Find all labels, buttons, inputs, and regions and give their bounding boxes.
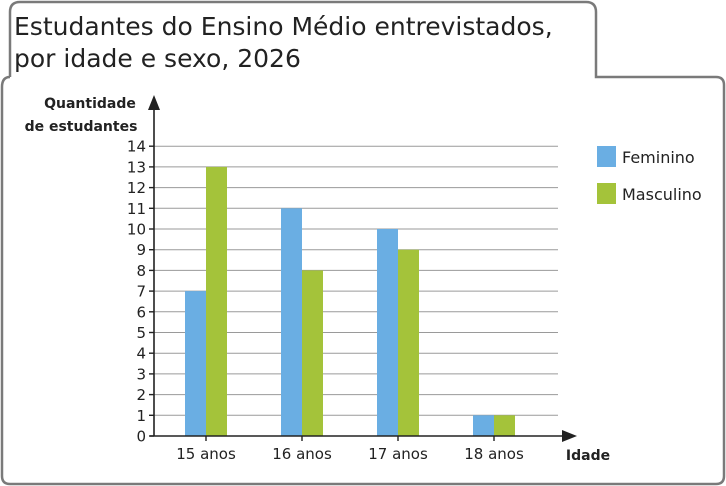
bar-masculino-2 — [398, 249, 419, 436]
bars — [185, 166, 515, 436]
x-category-label: 16 anos — [272, 445, 332, 463]
x-category-label: 17 anos — [368, 445, 428, 463]
y-tick-label: 1 — [136, 407, 146, 425]
y-tick-label: 3 — [136, 365, 146, 383]
legend: Feminino Masculino — [597, 146, 702, 204]
bar-masculino-1 — [302, 270, 323, 436]
x-axis-title: Idade — [566, 448, 610, 464]
bar-feminino-1 — [281, 208, 302, 436]
x-category-label: 18 anos — [464, 445, 524, 463]
y-tick-label: 7 — [136, 283, 146, 301]
y-tick-label: 2 — [136, 386, 146, 404]
y-tick-label: 9 — [136, 241, 146, 259]
y-tick-label: 0 — [136, 428, 146, 446]
y-tick-label: 11 — [127, 200, 146, 218]
bar-masculino-3 — [494, 415, 515, 436]
chart-title-line-2: por idade e sexo, 2026 — [14, 44, 301, 73]
bar-feminino-0 — [185, 291, 206, 436]
chart-title-line-1: Estudantes do Ensino Médio entrevistados… — [14, 12, 553, 41]
y-tick-label: 12 — [127, 179, 146, 197]
y-tick-label: 8 — [136, 262, 146, 280]
legend-swatch-feminino — [597, 146, 616, 167]
x-categories: 15 anos 16 anos 17 anos 18 anos — [176, 436, 524, 463]
legend-swatch-masculino — [597, 183, 616, 204]
x-category-label: 15 anos — [176, 445, 236, 463]
y-tick-label: 14 — [127, 138, 146, 156]
legend-label-feminino: Feminino — [622, 148, 695, 167]
y-tick-label: 4 — [136, 345, 146, 363]
y-axis-title-line-2: de estudantes — [25, 119, 138, 135]
y-tick-label: 13 — [127, 158, 146, 176]
y-tick-label: 5 — [136, 324, 146, 342]
x-axis-arrow-icon — [562, 430, 577, 442]
y-tick-label: 6 — [136, 303, 146, 321]
legend-label-masculino: Masculino — [622, 185, 702, 204]
bar-masculino-0 — [206, 166, 227, 436]
y-tick-label: 10 — [127, 221, 146, 239]
bar-feminino-2 — [377, 229, 398, 436]
bar-feminino-3 — [473, 415, 494, 436]
y-axis-title-line-1: Quantidade — [44, 96, 136, 112]
y-axis-arrow-icon — [148, 95, 160, 110]
